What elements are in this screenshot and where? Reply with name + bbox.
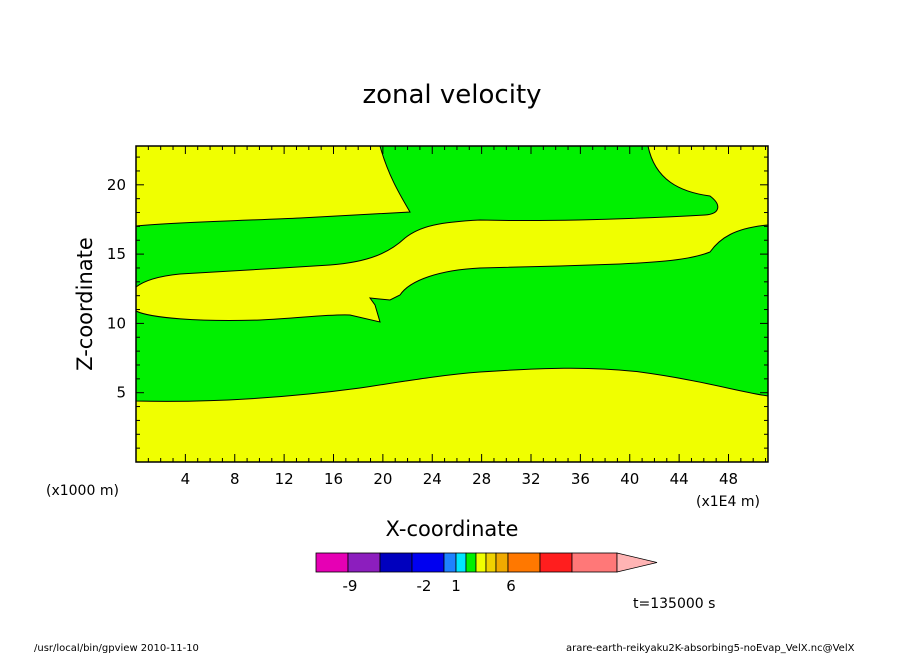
x-tick-label: 36 [571,470,590,488]
x-tick-label: 8 [230,470,240,488]
x-scale-note: (x1E4 m) [696,494,760,510]
colorbar-arrow [616,552,658,573]
x-axis-label: X-coordinate [386,517,519,541]
y-tick-label: 5 [116,384,126,402]
y-tick-label: 10 [107,314,126,332]
footer-right: arare-earth-reikyaku2K-absorbing5-noEvap… [566,643,855,654]
x-unit-label: (x1000 m) [46,483,119,499]
time-label: t=135000 s [633,596,715,612]
colorbar-segment [507,552,541,573]
colorbar-tick-label: 1 [451,577,461,595]
colorbar-segment [347,552,381,573]
x-tick-label: 32 [521,470,540,488]
footer-left: /usr/local/bin/gpview 2010-11-10 [34,643,199,654]
colorbar-segment [571,552,618,573]
green-edge-right [764,288,768,300]
chart-title: zonal velocity [362,80,541,110]
colorbar-tick-labels: -9 -2 1 6 [343,577,516,595]
x-tick-label: 20 [373,470,392,488]
y-tick-label: 20 [107,176,126,194]
colorbar-segment [411,552,445,573]
colorbar-segment [539,552,573,573]
plot-frame [135,145,769,463]
colorbar-segment [315,552,349,573]
x-tick-label: 48 [719,470,738,488]
y-axis-label: Z-coordinate [73,237,97,371]
plot-area [135,145,769,463]
x-tick-label: 40 [620,470,639,488]
x-tick-label: 12 [275,470,294,488]
x-tick-label: 28 [472,470,491,488]
colorbar-segment [475,552,487,573]
x-tick-label: 4 [181,470,191,488]
x-tick-label: 44 [670,470,689,488]
colorbar-tick-label: 6 [506,577,516,595]
colorbar-segment [485,552,497,573]
colorbar-segment [443,552,457,573]
colorbar-tick-label: -2 [417,577,432,595]
colorbar-segment [379,552,413,573]
green-band-lower [135,224,769,402]
colorbar-segment [455,552,467,573]
colorbar [315,552,658,573]
x-tick-label: 24 [423,470,442,488]
y-tick-label: 15 [107,245,126,263]
colorbar-segment [465,552,477,573]
x-tick-label: 16 [324,470,343,488]
green-band-upper [135,145,719,289]
x-axis-ticks: 4 8 12 16 20 24 28 32 36 40 44 48 [147,146,767,488]
colorbar-tick-label: -9 [343,577,358,595]
y-axis-ticks: 5 10 15 20 [107,156,768,449]
colorbar-segment [495,552,509,573]
